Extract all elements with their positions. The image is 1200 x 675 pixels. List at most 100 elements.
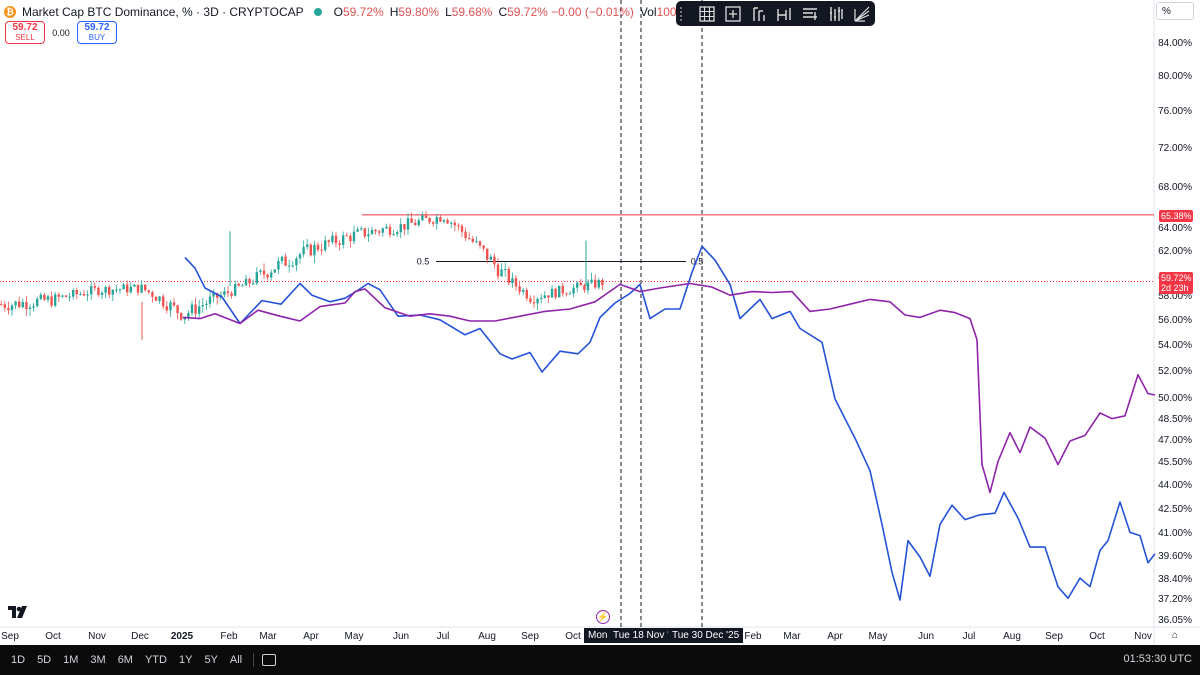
drag-handle-icon[interactable] xyxy=(680,6,686,21)
candle-body xyxy=(374,229,377,232)
candle-body xyxy=(133,284,136,287)
candle-body xyxy=(18,301,21,308)
candle-body xyxy=(122,284,125,290)
resistance-price: 65.38% xyxy=(1161,211,1192,221)
candle-body xyxy=(568,293,572,295)
symbol-legend[interactable]: ₿ Market Cap BTC Dominance, % · 3D · CRY… xyxy=(4,4,701,20)
range-1d[interactable]: 1D xyxy=(11,654,26,666)
range-5y[interactable]: 5Y xyxy=(204,654,218,666)
y-tick-label: 50.00% xyxy=(1158,393,1192,404)
path-icon[interactable] xyxy=(771,4,797,24)
candle-body xyxy=(64,295,68,297)
candle-body xyxy=(21,302,24,308)
candle-body xyxy=(403,224,406,230)
y-tick-label: 45.50% xyxy=(1158,457,1192,468)
resistance-price-tag: 65.38% xyxy=(1159,210,1193,222)
candle-body xyxy=(468,238,471,240)
symbol-title[interactable]: Market Cap BTC Dominance, % · 3D · CRYPT… xyxy=(22,5,304,19)
candle-body xyxy=(471,238,474,242)
event-marker-icon[interactable]: ⚡ xyxy=(596,610,610,624)
market-status-icon[interactable] xyxy=(313,8,322,16)
buy-button[interactable]: 59.72 BUY xyxy=(77,21,117,44)
candle-body xyxy=(266,274,269,278)
candle-body xyxy=(313,244,316,256)
scale-mode-button[interactable]: % xyxy=(1156,2,1194,20)
range-6m[interactable]: 6M xyxy=(117,654,133,666)
candle-body xyxy=(147,290,150,293)
sell-button[interactable]: 59.72 SELL xyxy=(5,21,45,44)
axis-settings-icon[interactable]: ⌂ xyxy=(1172,630,1179,641)
candle-body xyxy=(338,243,341,245)
open-value: 59.72% xyxy=(342,5,384,19)
candle-body xyxy=(234,283,237,296)
x-tick-label: Mar xyxy=(259,631,277,642)
bars-icon[interactable] xyxy=(823,4,849,24)
candle-body xyxy=(597,280,600,288)
range-1y[interactable]: 1Y xyxy=(178,654,193,666)
candle-body xyxy=(388,226,392,235)
candle-body xyxy=(50,296,53,306)
candle-body xyxy=(446,220,449,224)
low-value: 59.68% xyxy=(451,5,493,19)
x-tick-label: Apr xyxy=(827,631,843,642)
current-price: 59.72% xyxy=(1161,273,1192,283)
candle-body xyxy=(284,256,287,266)
y-tick-label: 47.00% xyxy=(1158,435,1192,446)
candle-body xyxy=(244,278,248,286)
candle-body xyxy=(583,285,586,291)
candle-body xyxy=(0,304,3,306)
candle-body xyxy=(478,241,482,246)
calendar-icon[interactable] xyxy=(262,654,277,666)
candle-body xyxy=(154,296,158,301)
trade-panel: 59.72 SELL 0.00 59.72 BUY xyxy=(5,21,117,44)
low-key: L xyxy=(445,5,452,19)
candle-body xyxy=(349,235,352,242)
candle-body xyxy=(36,298,39,307)
candle-body xyxy=(496,264,500,277)
grid-icon[interactable] xyxy=(694,4,720,24)
x-tick-label: May xyxy=(868,631,888,642)
fan-icon[interactable] xyxy=(849,4,875,24)
y-tick-label: 80.00% xyxy=(1158,71,1192,82)
y-tick-label: 52.00% xyxy=(1158,366,1192,377)
crosshair-grid-icon[interactable] xyxy=(720,4,746,24)
candle-body xyxy=(237,283,240,286)
candle-body xyxy=(190,304,194,314)
candle-body xyxy=(324,240,327,251)
close-key: C xyxy=(498,5,508,19)
candle-body xyxy=(169,302,172,311)
lines-icon[interactable] xyxy=(797,4,823,24)
candle-body xyxy=(320,249,323,251)
candle-body xyxy=(378,231,381,233)
candle-body xyxy=(68,296,71,298)
candle-body xyxy=(108,286,111,295)
candle-body xyxy=(295,258,298,266)
volume-key: Vol xyxy=(639,5,657,19)
flag-pins-icon[interactable] xyxy=(746,4,772,24)
x-tick-label: Sep xyxy=(521,631,539,642)
candle-body xyxy=(306,244,309,247)
candle-body xyxy=(165,306,168,311)
candle-body xyxy=(565,293,568,295)
candle-body xyxy=(208,296,212,304)
fib-label: 0.5 xyxy=(417,256,430,266)
range-ytd[interactable]: YTD xyxy=(144,654,167,666)
candle-body xyxy=(259,270,262,272)
chart-canvas[interactable]: 0.5 0.5 xyxy=(0,0,1200,645)
candle-body xyxy=(104,286,107,293)
candle-body xyxy=(3,304,6,308)
range-1m[interactable]: 1M xyxy=(63,654,79,666)
candle-body xyxy=(100,292,104,295)
candle-body xyxy=(291,265,294,267)
candle-body xyxy=(529,298,532,303)
candle-body xyxy=(14,301,17,306)
range-3m[interactable]: 3M xyxy=(90,654,106,666)
x-tick-label: Jun xyxy=(392,631,410,642)
candle-body xyxy=(417,220,420,226)
x-tick-label: Nov xyxy=(1134,631,1152,642)
range-5d[interactable]: 5D xyxy=(37,654,52,666)
range-all[interactable]: All xyxy=(229,654,243,666)
candle-body xyxy=(252,283,255,285)
candle-body xyxy=(118,289,122,291)
